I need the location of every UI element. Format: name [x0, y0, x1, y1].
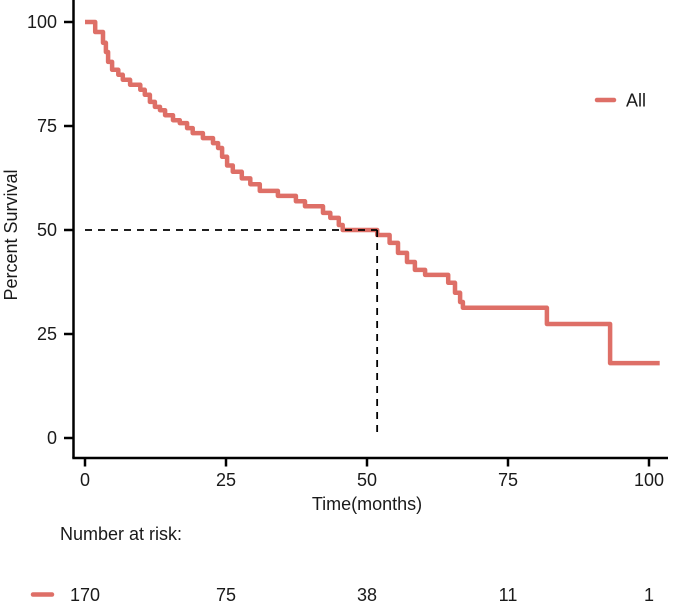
- survival-curve-all: [85, 19, 660, 366]
- x-tick-label: 75: [498, 470, 518, 490]
- x-tick-label: 0: [80, 470, 90, 490]
- x-tick-label: 100: [634, 470, 664, 490]
- survival-curves: [85, 19, 660, 366]
- legend: All: [594, 91, 646, 111]
- axis-labels: 0 25 50 75 100 0 25 50 75 100 Time(months) Percent …: [1, 12, 664, 514]
- axis-ticks: [64, 20, 651, 467]
- y-tick-label: 0: [47, 428, 57, 448]
- x-tick-label: 25: [216, 470, 236, 490]
- x-axis-title: Time(months): [312, 494, 422, 514]
- risk-table-title: Number at risk:: [60, 524, 182, 544]
- y-axis-title: Percent Survival: [1, 169, 21, 300]
- risk-count: 38: [357, 585, 377, 605]
- risk-count: 170: [70, 585, 100, 605]
- risk-table: Number at risk:170 75 38 11 1: [30, 524, 654, 605]
- y-tick-label: 50: [37, 220, 57, 240]
- x-tick-label: 50: [357, 470, 377, 490]
- median-annotation: [85, 229, 379, 438]
- risk-count: 1: [644, 585, 654, 605]
- y-tick-label: 25: [37, 324, 57, 344]
- risk-count: 11: [499, 585, 518, 605]
- legend-label: All: [626, 91, 646, 111]
- risk-count: 75: [216, 585, 236, 605]
- y-tick-label: 75: [37, 116, 57, 136]
- y-tick-label: 100: [27, 12, 57, 32]
